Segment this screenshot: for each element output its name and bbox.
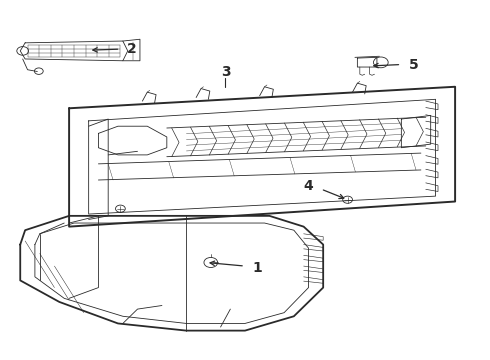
- Text: 1: 1: [252, 261, 262, 275]
- Text: 5: 5: [409, 58, 418, 72]
- Text: 4: 4: [304, 179, 314, 193]
- Text: 3: 3: [220, 66, 230, 80]
- Text: 2: 2: [127, 42, 137, 56]
